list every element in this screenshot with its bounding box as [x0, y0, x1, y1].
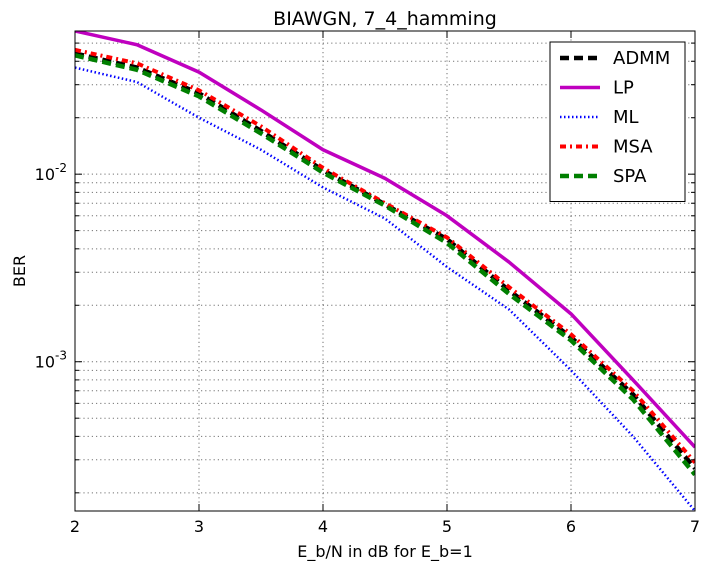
legend-label-lp: LP — [613, 78, 634, 99]
series-line-admm — [75, 51, 695, 470]
x-tick-label: 2 — [70, 517, 80, 536]
y-tick-label: 10-3 — [35, 349, 67, 372]
x-axis-label: E_b/N in dB for E_b=1 — [297, 542, 473, 562]
x-tick-label: 4 — [318, 517, 328, 536]
plot-series — [75, 31, 695, 511]
axis-ticks: 2 3 4 5 6 7 10-2 10-3 — [35, 31, 700, 536]
plot-frame — [74, 30, 696, 512]
legend-box — [549, 41, 686, 202]
legend-label-admm: ADMM — [613, 48, 670, 69]
chart-title: BIAWGN, 7_4_hamming — [273, 8, 497, 30]
legend-label-spa: SPA — [613, 166, 647, 187]
legend-label-msa: MSA — [613, 137, 653, 158]
x-tick-label: 6 — [566, 517, 576, 536]
y-tick-label: 10-2 — [35, 161, 67, 184]
y-axis-label: BER — [10, 255, 29, 287]
legend-label-ml: ML — [613, 107, 639, 128]
series-line-lp — [75, 31, 695, 449]
legend: ADMM LP ML MSA SPA — [549, 41, 686, 202]
x-tick-label: 3 — [194, 517, 204, 536]
x-tick-label: 5 — [442, 517, 452, 536]
series-line-spa — [75, 53, 695, 477]
x-tick-label: 7 — [690, 517, 700, 536]
